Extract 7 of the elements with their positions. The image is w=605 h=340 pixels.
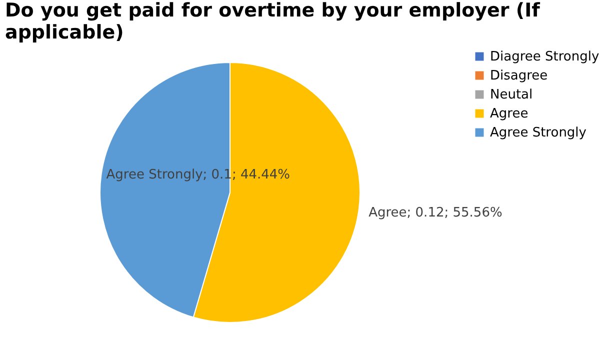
chart-title: Do you get paid for overtime by your employer (If applicable) xyxy=(5,0,541,44)
legend-label: Neutal xyxy=(490,88,533,102)
legend-label: Disagree xyxy=(490,68,548,84)
legend-label: Agree xyxy=(490,106,528,122)
legend-label: Diagree Strongly xyxy=(490,50,600,64)
data-label: Agree; 0.12; 55.56% xyxy=(368,205,502,220)
legend-label: Agree Strongly xyxy=(490,126,587,140)
